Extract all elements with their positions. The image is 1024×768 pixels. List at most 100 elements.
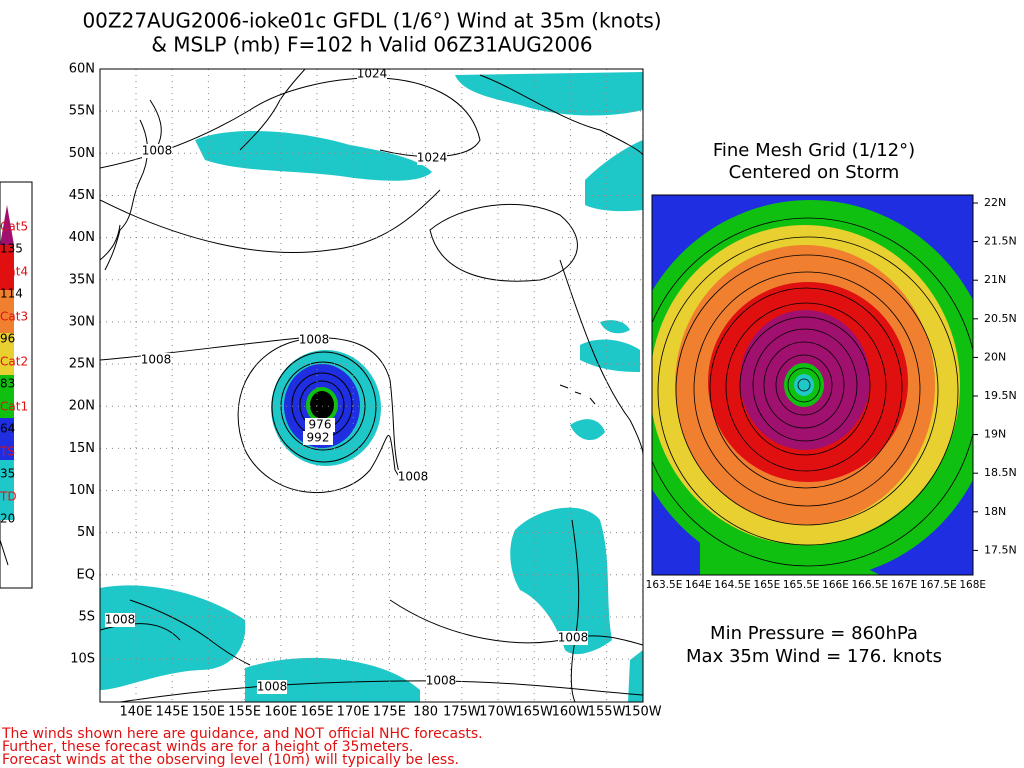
contour-label: 1024: [357, 67, 388, 81]
lon-label: 170E: [337, 705, 370, 720]
contour-label: 1024: [417, 151, 448, 165]
lon-label: 160W: [552, 705, 590, 720]
lat-label: 10S: [70, 652, 95, 667]
lat-label: 40N: [69, 230, 95, 245]
contour-label-bg: [357, 69, 387, 81]
inset-lon-label: 167.5E: [920, 579, 957, 591]
inset-lon-label: 168E: [959, 579, 986, 591]
lon-label: 175W: [443, 705, 481, 720]
inset-lon-label: 167E: [891, 579, 918, 591]
footer-line: Forecast winds at the observing level (1…: [2, 752, 459, 768]
lat-label: 5N: [77, 525, 95, 540]
legend-threshold: 35: [0, 467, 15, 481]
legend-category: Cat4: [0, 265, 28, 279]
inset-title-line1: Fine Mesh Grid (1/12°): [713, 140, 915, 161]
contour-label-bg: [305, 418, 335, 432]
inset-lat-label: 21.5N: [984, 235, 1017, 248]
contour-label: 1008: [142, 144, 173, 158]
lon-label: 140E: [119, 705, 152, 720]
grid: [100, 69, 643, 702]
legend-threshold: 64: [0, 422, 15, 436]
lat-label: 55N: [69, 104, 95, 119]
legend-category: Cat5: [0, 220, 28, 234]
lat-label: 35N: [69, 272, 95, 287]
lat-label: 10N: [69, 483, 95, 498]
legend-category: Cat3: [0, 310, 28, 324]
lat-label: 60N: [69, 62, 95, 77]
contour-label-bg: [105, 613, 135, 627]
legend-category: TS: [0, 445, 15, 459]
contour-label: 1008: [257, 680, 288, 694]
inset-lon-label: 164E: [685, 579, 712, 591]
contour-label: 1008: [426, 674, 457, 688]
min-pressure: Min Pressure = 860hPa: [710, 623, 918, 644]
lon-label: 150W: [624, 705, 662, 720]
contour-label: 976: [309, 418, 332, 432]
inset-lon-label: 163.5E: [646, 579, 683, 591]
inset-frame: [651, 194, 974, 576]
contour-label: 1008: [558, 631, 589, 645]
contour-label-bg: [141, 353, 171, 367]
contour-label-bg: [558, 631, 588, 645]
lon-label: 145E: [156, 705, 189, 720]
inset-lat-label: 19N: [984, 428, 1006, 441]
inset-lat-label: 19.5N: [984, 389, 1017, 402]
lon-label: 175E: [373, 705, 406, 720]
contour-label-bg: [303, 431, 333, 445]
max-wind: Max 35m Wind = 176. knots: [686, 646, 942, 667]
contour-label-bg: [398, 470, 428, 484]
legend-category: Cat1: [0, 400, 28, 414]
inset-lat-label: 18N: [984, 505, 1006, 518]
legend-threshold: 20: [0, 512, 15, 526]
contour-label: 1008: [141, 353, 172, 367]
lat-label: 50N: [69, 146, 95, 161]
inset-lat-label: 21N: [984, 273, 1006, 286]
lon-label: 165E: [300, 705, 333, 720]
lon-label: 155E: [228, 705, 261, 720]
lat-label: 45N: [69, 188, 95, 203]
contour-label-bg: [417, 151, 447, 165]
inset-lat-label: 18.5N: [984, 466, 1017, 479]
contour-label: 1008: [398, 470, 429, 484]
title-line1: 00Z27AUG2006-ioke01c GFDL (1/6°) Wind at…: [82, 9, 661, 33]
legend-threshold: 114: [0, 287, 23, 301]
contour-label-bg: [299, 333, 329, 347]
lon-label: 155W: [588, 705, 626, 720]
contour-label: 992: [307, 431, 330, 445]
legend-threshold: 96: [0, 332, 15, 346]
wind-fill: [100, 72, 643, 702]
legend-threshold: 135: [0, 242, 23, 256]
inset-lon-label: 166E: [822, 579, 849, 591]
inset-title-line2: Centered on Storm: [729, 162, 900, 183]
lon-label: 160E: [264, 705, 297, 720]
lon-label: 180: [413, 705, 438, 720]
inset-lat-label: 22N: [984, 196, 1006, 209]
lat-label: 25N: [69, 357, 95, 372]
contour-label: 1008: [299, 333, 330, 347]
inset-lon-label: 165.5E: [783, 579, 820, 591]
lon-label: 150E: [192, 705, 225, 720]
contour-label-bg: [426, 674, 456, 688]
lat-label: 5S: [78, 609, 95, 624]
footer-line: Further, these forecast winds are for a …: [2, 739, 413, 755]
footer: The winds shown here are guidance, and N…: [1, 726, 483, 768]
inset-lon-label: 166.5E: [851, 579, 888, 591]
inset-lon-label: 164.5E: [714, 579, 751, 591]
legend: Cat5 135 Cat4 114 Cat3 96 Cat2 83 Cat1 64 TS 35 TD 20: [0, 181, 33, 589]
lon-label: 165W: [515, 705, 553, 720]
inset-map: [652, 195, 973, 575]
lat-label: 30N: [69, 314, 95, 329]
contour-label: 1008: [105, 613, 136, 627]
inset-lat-label: 20N: [984, 350, 1006, 363]
lon-label: 170W: [479, 705, 517, 720]
lat-label: 15N: [69, 441, 95, 456]
footer-line: The winds shown here are guidance, and N…: [1, 726, 483, 742]
contour-label-bg: [142, 144, 172, 158]
legend-category: TD: [0, 490, 17, 504]
lat-label: EQ: [77, 567, 95, 582]
inset-lon-label: 165E: [754, 579, 781, 591]
legend-threshold: 83: [0, 377, 15, 391]
map-frame: [99, 68, 644, 703]
